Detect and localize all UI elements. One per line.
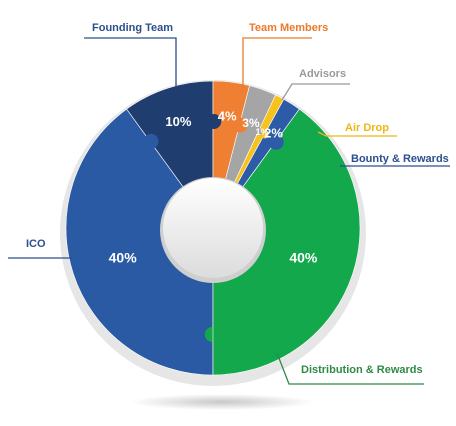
puzzle-knob-air-drop bbox=[255, 128, 263, 136]
category-label-team-members: Team Members bbox=[249, 22, 328, 34]
puzzle-knob-bounty-and-rewards bbox=[261, 131, 269, 139]
category-label-distribution-and-rewards: Distribution & Rewards bbox=[301, 364, 423, 376]
category-label-ico: ICO bbox=[26, 238, 46, 250]
category-label-founding-team: Founding Team bbox=[92, 22, 173, 34]
pct-label-ico: 40% bbox=[109, 249, 138, 265]
pct-label-distribution-and-rewards: 40% bbox=[289, 249, 318, 265]
category-label-air-drop: Air Drop bbox=[345, 122, 389, 134]
pct-label-founding-team: 10% bbox=[165, 114, 191, 129]
callout-line-advisors bbox=[281, 83, 350, 101]
puzzle-knob-distribution-and-rewards bbox=[268, 134, 284, 150]
pct-label-air-drop: 1% bbox=[256, 127, 269, 137]
callout-line-air-drop bbox=[317, 131, 397, 137]
pct-label-advisors: 3% bbox=[242, 116, 260, 130]
puzzle-knob-founding-team bbox=[143, 133, 159, 149]
floor-shadow bbox=[130, 394, 314, 410]
puzzle-knob-advisors bbox=[232, 117, 248, 133]
callout-line-team-members bbox=[242, 37, 312, 88]
donut-hole bbox=[163, 178, 263, 278]
category-label-advisors: Advisors bbox=[299, 68, 346, 80]
category-label-bounty-and-rewards: Bounty & Rewards bbox=[351, 153, 449, 165]
pct-label-team-members: 4% bbox=[218, 109, 237, 124]
callout-line-distribution-and-rewards bbox=[276, 352, 424, 385]
pct-label-bounty-and-rewards: 2% bbox=[264, 125, 283, 140]
puzzle-knob-team-members bbox=[206, 114, 222, 130]
callout-line-founding-team bbox=[84, 37, 177, 87]
